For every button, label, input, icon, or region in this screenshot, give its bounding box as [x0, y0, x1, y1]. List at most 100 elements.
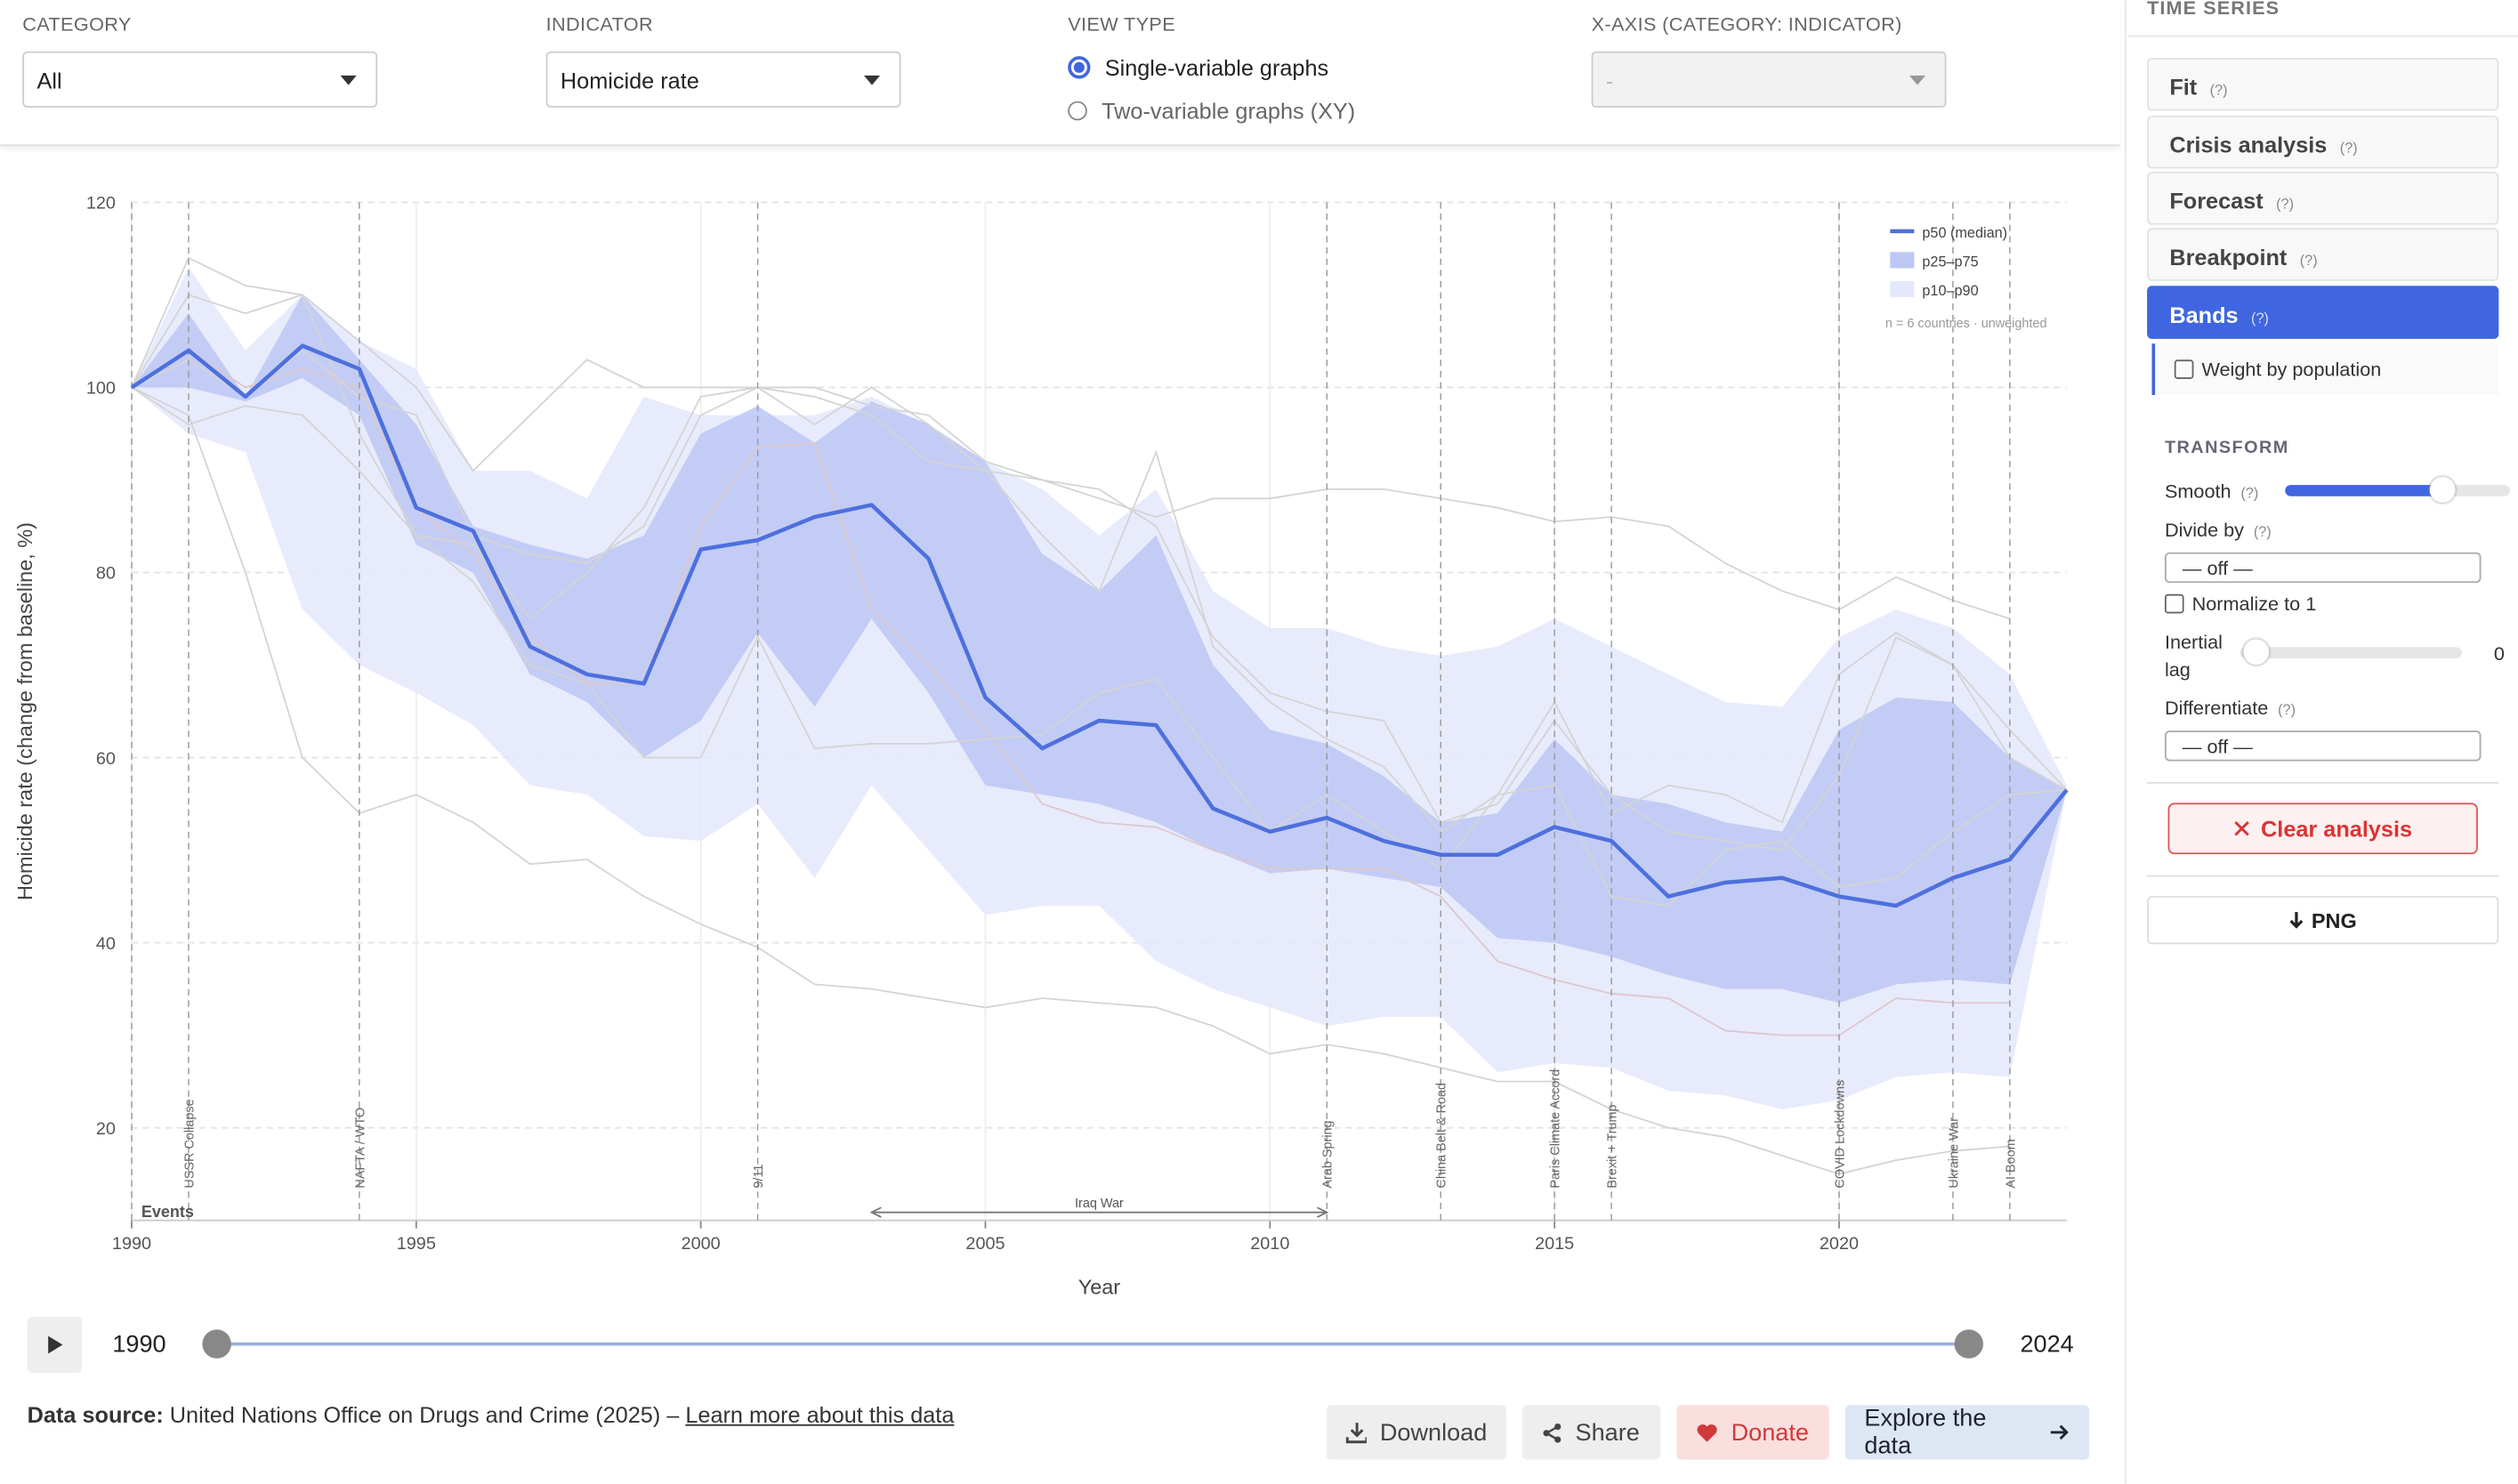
y-axis-label: Homicide rate (change from baseline, %): [13, 522, 36, 900]
timeline-thumb[interactable]: [202, 1329, 231, 1359]
play-button[interactable]: [27, 1316, 83, 1374]
x-icon: [2234, 821, 2249, 836]
event-label: NAFTA / WTO: [353, 1108, 367, 1189]
indicator-select[interactable]: Homicide rate: [545, 51, 901, 108]
text: Fit: [2169, 74, 2198, 100]
x-tick-label: 2020: [1820, 1234, 1859, 1254]
radio[interactable]: Two-variable graphs (XY): [1068, 98, 1355, 124]
caret: [340, 75, 357, 85]
checkbox[interactable]: Weight by population: [2151, 343, 2499, 395]
caret: [1909, 75, 1926, 85]
text: Weight by population: [2201, 358, 2382, 381]
help[interactable]: (?): [2209, 82, 2228, 99]
divide-select[interactable]: — off —: [2164, 552, 2482, 584]
divider: [2127, 35, 2518, 37]
analysis-button[interactable]: Fit (?): [2147, 57, 2499, 111]
category-select[interactable]: All: [22, 51, 378, 108]
icon: [1345, 1423, 1368, 1444]
source-label: Data source:: [27, 1401, 164, 1428]
median-line: [130, 343, 2069, 908]
text: Breakpoint: [2169, 244, 2288, 270]
value: All: [36, 67, 62, 93]
explore-button[interactable]: Explore the data: [1844, 1405, 2090, 1460]
y-tick-label: 20: [96, 1119, 116, 1139]
chart-note: n = 6 countries · unweighted: [1885, 317, 2047, 331]
y-tick-label: 40: [96, 934, 116, 954]
radio[interactable]: Single-variable graphs: [1068, 54, 1328, 80]
lag-value: 0: [2493, 641, 2506, 665]
label: X-AXIS (CATEGORY: INDICATOR): [1591, 12, 1902, 36]
analysis-button[interactable]: Forecast (?): [2147, 172, 2499, 225]
box: [2174, 359, 2194, 379]
png-button[interactable]: PNG: [2147, 896, 2499, 945]
download-button[interactable]: Download: [1326, 1405, 1506, 1460]
thumb[interactable]: [2429, 477, 2456, 503]
text: Normalize to 1: [2191, 592, 2317, 616]
clear-button[interactable]: Clear analysis: [2167, 802, 2478, 855]
icon: [1697, 1424, 1717, 1441]
timeline-start: 1990: [112, 1331, 166, 1359]
y-tick-label: 120: [86, 194, 116, 214]
x-axis-label: Year: [1078, 1276, 1121, 1299]
diff-select[interactable]: — off —: [2164, 730, 2482, 762]
analysis-button[interactable]: Crisis analysis (?): [2147, 115, 2499, 169]
text: Clear analysis: [2261, 815, 2413, 842]
sidebar-title: TIME SERIES: [2147, 0, 2280, 20]
label: Smooth (?): [2165, 480, 2258, 503]
help[interactable]: (?): [2278, 701, 2296, 718]
checkbox[interactable]: Normalize to 1: [2164, 592, 2317, 616]
text: Divide by: [2164, 518, 2245, 542]
help[interactable]: (?): [2339, 140, 2358, 157]
lag-slider[interactable]: [2240, 639, 2462, 665]
help[interactable]: (?): [2251, 310, 2269, 327]
share-button[interactable]: Share: [1521, 1405, 1661, 1460]
country-line: [131, 294, 2011, 620]
source-link[interactable]: Learn more about this data: [685, 1401, 955, 1428]
help[interactable]: (?): [2253, 523, 2272, 540]
radio-dot: [1068, 56, 1091, 79]
fill: [2285, 485, 2446, 496]
x-tick-label: 1990: [112, 1234, 151, 1254]
x-axis-select[interactable]: -: [1591, 51, 1947, 108]
legend-label: p10–p90: [1922, 283, 1978, 299]
text: Forecast: [2169, 188, 2264, 214]
smooth-slider[interactable]: [2285, 477, 2510, 503]
label: Inertial lag: [2164, 631, 2223, 682]
donate-button[interactable]: Donate: [1676, 1405, 1829, 1460]
event-label: Arab Spring: [1321, 1120, 1336, 1188]
x-tick-label: 2000: [682, 1234, 721, 1254]
country-line: [131, 349, 2068, 833]
event-label: Ukraine War: [1947, 1117, 1961, 1189]
text: Download: [1379, 1418, 1488, 1447]
y-tick-label: 100: [86, 379, 116, 399]
text: Share: [1575, 1418, 1640, 1447]
event-label: USSR Collapse: [182, 1099, 197, 1188]
country-line: [131, 256, 2068, 851]
download-icon: [2290, 912, 2304, 929]
text: Bands: [2169, 302, 2239, 328]
chart: 20 40 60 80 100 120 1990 1995 2000 2005 2010 2015 20…: [13, 193, 2069, 1299]
option: Single-variable graphs: [1104, 54, 1329, 81]
timeline-track[interactable]: [216, 1342, 1969, 1346]
text: Explore the data: [1864, 1405, 1987, 1460]
help[interactable]: (?): [2299, 252, 2318, 269]
x-tick-label: 2005: [965, 1234, 1005, 1254]
x-tick-label: 1995: [397, 1234, 436, 1254]
help[interactable]: (?): [2276, 196, 2294, 213]
help[interactable]: (?): [2240, 485, 2259, 502]
thumb[interactable]: [2243, 639, 2270, 665]
event-label: COVID Lockdowns: [1833, 1080, 1847, 1189]
timeline-thumb[interactable]: [1954, 1329, 1983, 1359]
event-label: Paris Climate Accord: [1549, 1069, 1563, 1189]
divider: [2147, 781, 2499, 784]
label: VIEW TYPE: [1068, 12, 1176, 36]
event-label: AI Boom: [2004, 1139, 2018, 1188]
label: CATEGORY: [22, 12, 132, 36]
label: Divide by (?): [2165, 519, 2272, 541]
analysis-button[interactable]: Breakpoint (?): [2147, 228, 2499, 281]
range-label: Iraq War: [1075, 1197, 1124, 1211]
caret: [864, 75, 881, 85]
country-line: [131, 349, 2010, 1036]
text: PNG: [2311, 907, 2357, 932]
analysis-button[interactable]: Bands (?): [2147, 286, 2499, 339]
